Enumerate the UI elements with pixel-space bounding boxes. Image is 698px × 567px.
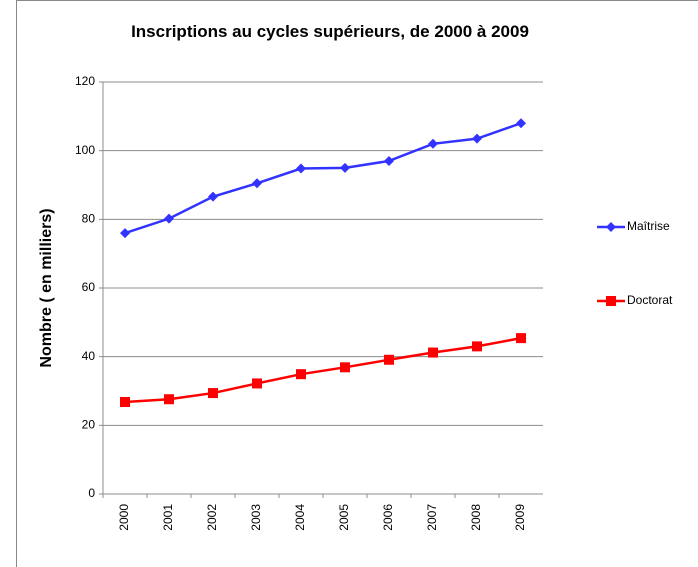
data-point [472,341,482,352]
data-point [164,213,174,224]
x-tick-label: 2008 [469,504,483,531]
chart-title: Inscriptions au cycles supérieurs, de 20… [131,22,529,41]
data-point [384,354,394,365]
x-tick-label: 2000 [117,504,131,531]
data-point [384,155,394,166]
data-point [296,163,306,174]
data-point [428,138,438,149]
data-point [120,396,130,407]
y-tick-label: 120 [75,74,95,88]
y-tick-label: 80 [82,212,96,226]
x-tick-label: 2001 [161,504,175,531]
y-tick-label: 20 [82,418,96,432]
legend-marker [606,222,616,232]
x-tick-label: 2005 [337,504,351,531]
data-point [208,191,218,202]
data-point [516,333,526,344]
y-tick-label: 0 [88,486,95,500]
data-point [164,394,174,405]
x-tick-label: 2003 [249,504,263,531]
chart-border [16,0,698,567]
data-point [296,369,306,380]
y-axis-label: Nombre ( en milliers) [38,208,55,367]
data-point [340,162,350,173]
y-tick-label: 100 [75,143,95,157]
data-point [428,347,438,358]
y-tick-label: 40 [82,349,96,363]
series-line [124,122,522,235]
legend-label: Maîtrise [627,219,670,233]
data-point [120,228,130,239]
data-point [208,388,218,399]
legend-label: Doctorat [627,293,673,307]
y-tick-label: 60 [82,280,96,294]
data-point [340,362,350,373]
x-tick-label: 2002 [205,504,219,531]
x-tick-label: 2009 [513,504,527,531]
data-point [252,178,262,189]
data-point [252,378,262,389]
legend-marker [606,296,616,306]
x-tick-label: 2006 [381,504,395,531]
series-line [124,336,522,404]
x-tick-label: 2004 [293,504,307,531]
data-point [472,133,482,144]
data-point [516,118,526,129]
x-tick-label: 2007 [425,504,439,531]
